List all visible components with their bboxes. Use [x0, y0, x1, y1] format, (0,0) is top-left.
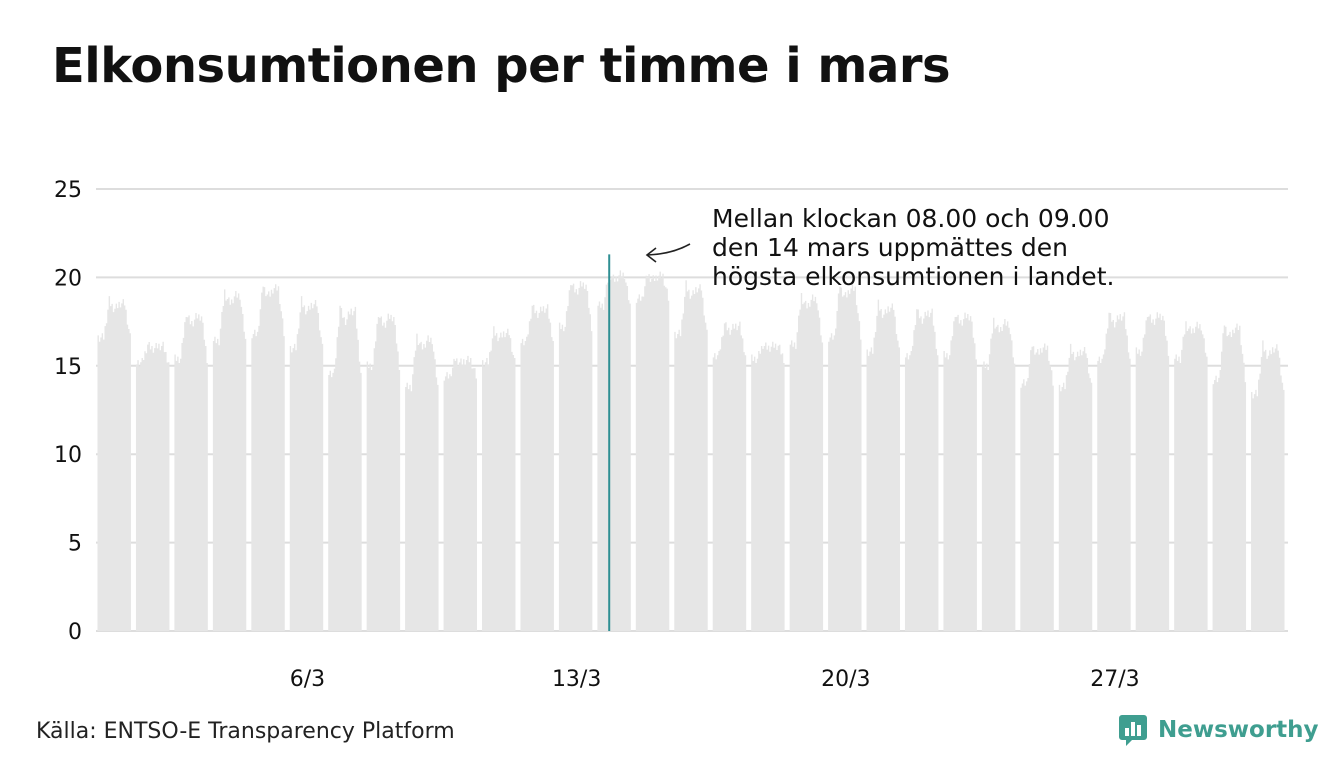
- day-bars: [97, 296, 131, 631]
- day-bars: [751, 341, 785, 631]
- y-tick-label: 25: [54, 178, 82, 203]
- brand-name: Newsworthy: [1158, 717, 1319, 743]
- newsworthy-logo-icon: [1119, 715, 1147, 746]
- day-bars: [1097, 312, 1131, 631]
- day-bars: [251, 284, 285, 631]
- source-note: Källa: ENTSO-E Transparency Platform: [36, 719, 455, 744]
- x-tick-label: 27/3: [1090, 667, 1139, 692]
- hourly-bars: [97, 269, 1285, 631]
- day-bars: [712, 321, 747, 631]
- day-bars: [635, 271, 670, 631]
- y-tick-label: 20: [54, 266, 82, 291]
- day-bars: [981, 317, 1016, 631]
- day-bars: [597, 269, 631, 631]
- x-tick-label: 20/3: [821, 667, 870, 692]
- y-tick-label: 15: [54, 355, 82, 380]
- day-bars: [789, 292, 824, 631]
- day-bars: [212, 289, 247, 631]
- day-bars: [1135, 312, 1170, 631]
- day-bars: [1212, 323, 1247, 631]
- x-tick-label: 6/3: [290, 667, 325, 692]
- day-bars: [1174, 321, 1208, 631]
- annotation-arrowhead: [645, 247, 657, 263]
- day-bars: [328, 305, 362, 631]
- annotation-arrow: [647, 243, 691, 256]
- x-tick-label: 13/3: [552, 667, 601, 692]
- day-bars: [904, 308, 939, 631]
- day-bars: [520, 304, 554, 631]
- y-axis-ticks: 0 5 10 15 20 25: [54, 178, 82, 645]
- day-bars: [366, 313, 401, 631]
- day-bars: [135, 341, 170, 631]
- x-axis-ticks: 6/3 13/3 20/3 27/3: [290, 667, 1140, 692]
- day-bars: [943, 312, 977, 631]
- annotation-line: den 14 mars uppmättes den: [712, 233, 1068, 262]
- y-tick-label: 10: [54, 443, 82, 468]
- day-bars: [174, 312, 208, 631]
- day-bars: [674, 280, 708, 631]
- day-bars: [443, 355, 478, 631]
- day-bars: [866, 299, 900, 631]
- day-bars: [1058, 343, 1093, 631]
- hourly-consumption-chart: 0 5 10 15 20 25 6/3 13/3 20/3 27/3 Mellan klocka…: [54, 178, 1288, 692]
- day-bars: [482, 326, 516, 631]
- annotation-line: Mellan klockan 08.00 och 09.00: [712, 204, 1110, 233]
- day-bars: [828, 284, 862, 631]
- day-bars: [558, 281, 593, 631]
- day-bars: [1020, 343, 1054, 631]
- chart-title: Elkonsumtionen per timme i mars: [52, 38, 951, 94]
- day-bars: [1251, 340, 1285, 631]
- brand-logo: Newsworthy: [1118, 713, 1319, 747]
- y-tick-label: 5: [68, 532, 82, 557]
- day-bars: [289, 296, 324, 631]
- day-bars: [405, 333, 439, 631]
- y-tick-label: 0: [68, 620, 82, 645]
- annotation-line: högsta elkonsumtionen i landet.: [712, 262, 1114, 291]
